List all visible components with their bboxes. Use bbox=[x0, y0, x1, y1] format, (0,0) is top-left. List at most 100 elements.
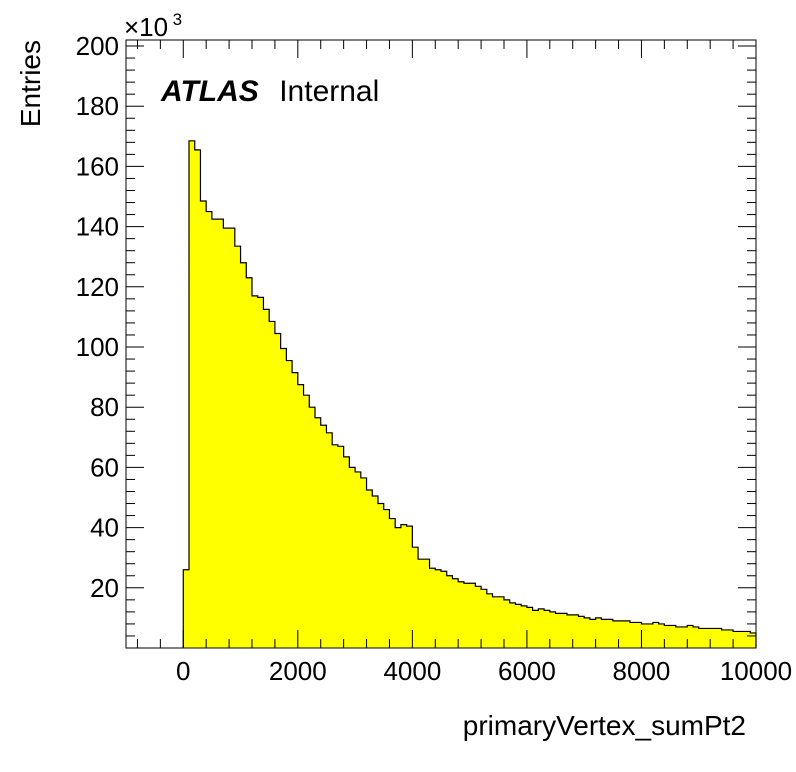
histogram-bin bbox=[618, 620, 625, 648]
histogram-bin bbox=[234, 246, 241, 648]
y-axis-multiplier: ×10 3 bbox=[124, 10, 182, 42]
x-tick-label: 4000 bbox=[383, 656, 441, 686]
histogram-bin bbox=[492, 596, 499, 648]
histogram-bin bbox=[544, 610, 551, 648]
histogram-bars bbox=[182, 140, 757, 649]
histogram-bin bbox=[309, 407, 316, 648]
histogram-bin bbox=[223, 228, 230, 648]
histogram-bin bbox=[584, 617, 591, 648]
histogram-bin bbox=[641, 623, 648, 648]
histogram-bin bbox=[733, 631, 740, 648]
tick-labels: 0 2000 4000 6000 8000 10000 20 40 60 80 100 120 140 1… bbox=[76, 31, 793, 686]
histogram-bin bbox=[360, 477, 367, 648]
histogram-bin bbox=[372, 496, 379, 648]
histogram-bin bbox=[750, 632, 757, 648]
histogram-bin bbox=[366, 489, 373, 648]
histogram-bin bbox=[704, 628, 711, 648]
histogram-bin bbox=[504, 599, 511, 648]
histogram-bin bbox=[561, 613, 568, 648]
histogram-bin bbox=[189, 140, 196, 649]
atlas-label: ATLAS Internal bbox=[160, 75, 379, 108]
multiplier-exponent: 3 bbox=[173, 10, 182, 29]
histogram-bin bbox=[595, 617, 602, 648]
histogram-bin bbox=[435, 569, 442, 648]
y-tick-label: 40 bbox=[90, 513, 119, 543]
histogram-bin bbox=[303, 395, 310, 648]
histogram-bin bbox=[429, 568, 436, 648]
histogram-bin bbox=[406, 526, 413, 648]
histogram-bin bbox=[337, 446, 345, 648]
histogram-bin bbox=[475, 586, 482, 648]
y-tick-label: 20 bbox=[90, 573, 119, 603]
y-tick-label: 160 bbox=[76, 151, 119, 181]
histogram-bin bbox=[578, 616, 585, 648]
histogram-bin bbox=[423, 559, 430, 648]
histogram-bin bbox=[549, 611, 556, 648]
histogram-bin bbox=[269, 321, 276, 648]
histogram-bin bbox=[532, 610, 539, 648]
histogram-bin bbox=[418, 559, 425, 648]
histogram-bin bbox=[612, 620, 619, 648]
histogram-bin bbox=[624, 620, 631, 648]
histogram-outline bbox=[182, 140, 757, 648]
histogram-bin bbox=[383, 509, 390, 648]
histogram-bin bbox=[572, 614, 579, 648]
x-tick-label: 6000 bbox=[498, 656, 556, 686]
histogram-bin bbox=[458, 581, 465, 648]
histogram-bin bbox=[555, 613, 562, 648]
histogram-bin bbox=[607, 619, 614, 648]
atlas-label-internal: Internal bbox=[279, 75, 379, 108]
y-tick-label: 80 bbox=[90, 392, 119, 422]
histogram-bin bbox=[647, 623, 654, 648]
histogram-bin bbox=[463, 583, 471, 648]
histogram-bin bbox=[412, 547, 419, 648]
histogram-bin bbox=[297, 384, 304, 648]
histogram-bin bbox=[589, 619, 597, 648]
histogram-bin bbox=[744, 631, 751, 648]
histogram-bin bbox=[211, 219, 219, 648]
multiplier-base: ×10 bbox=[124, 12, 168, 42]
histogram-bin bbox=[400, 524, 408, 648]
histogram-bin bbox=[509, 602, 516, 648]
histogram-bin bbox=[687, 625, 694, 648]
histogram-bin bbox=[252, 295, 259, 648]
histogram-bin bbox=[263, 309, 270, 648]
histogram-bin bbox=[675, 626, 682, 648]
histogram-bin bbox=[292, 372, 299, 648]
x-tick-label: 2000 bbox=[269, 656, 327, 686]
y-tick-label: 60 bbox=[90, 452, 119, 482]
histogram-bin bbox=[332, 444, 339, 648]
histogram-bin bbox=[681, 626, 688, 648]
axis-ticks bbox=[126, 40, 757, 648]
histogram-bin bbox=[280, 348, 287, 648]
histogram-bin bbox=[486, 593, 493, 648]
histogram-bin bbox=[721, 629, 728, 648]
histogram-bin bbox=[378, 503, 385, 648]
histogram-bin bbox=[469, 583, 476, 648]
histogram-bin bbox=[315, 417, 322, 648]
histogram-bin bbox=[257, 297, 264, 648]
x-tick-label: 0 bbox=[176, 656, 190, 686]
histogram-bin bbox=[567, 614, 574, 648]
histogram-bin bbox=[601, 619, 608, 648]
histogram-bin bbox=[217, 219, 224, 648]
histogram-bin bbox=[538, 608, 545, 648]
histogram-bin bbox=[194, 149, 201, 648]
histogram-bin bbox=[441, 571, 448, 648]
histogram-bin bbox=[481, 589, 488, 648]
y-tick-label: 200 bbox=[76, 31, 119, 61]
histogram-bin bbox=[515, 604, 522, 648]
histogram-bin bbox=[395, 527, 402, 648]
histogram-bin bbox=[286, 360, 293, 648]
histogram-bin bbox=[240, 262, 247, 648]
atlas-label-bold: ATLAS bbox=[160, 75, 259, 108]
histogram-bin bbox=[710, 628, 717, 648]
histogram-bin bbox=[698, 628, 705, 648]
histogram-bin bbox=[246, 277, 253, 648]
histogram-bin bbox=[658, 623, 665, 648]
x-tick-label: 8000 bbox=[613, 656, 671, 686]
y-tick-label: 180 bbox=[76, 91, 119, 121]
histogram-bin bbox=[521, 605, 528, 648]
histogram-bin bbox=[200, 201, 207, 648]
